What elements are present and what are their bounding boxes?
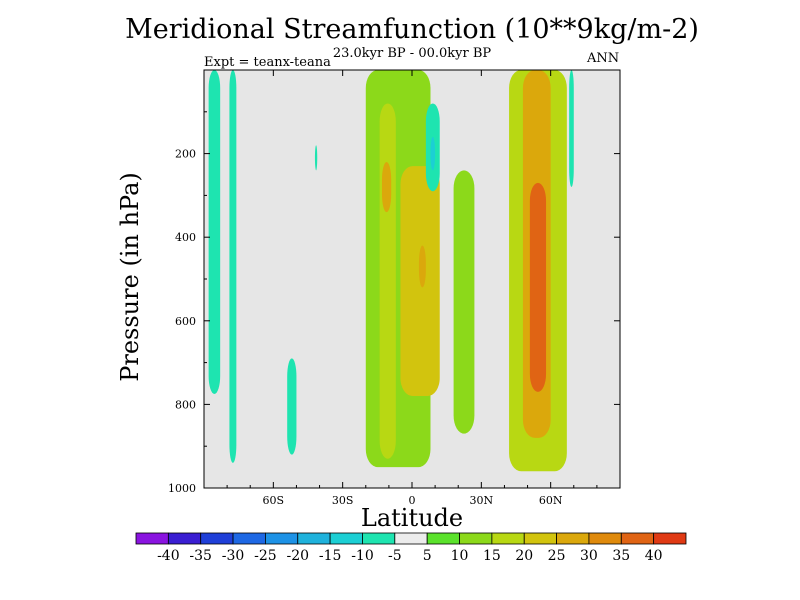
colorbar-label: 40 bbox=[645, 548, 663, 564]
y-tick-label: 400 bbox=[175, 231, 196, 244]
colorbar-swatch bbox=[394, 532, 428, 545]
contour-nh-polar-neg bbox=[569, 70, 574, 188]
colorbar-swatch bbox=[200, 532, 234, 545]
contour-sh-subtropical-core bbox=[379, 103, 396, 459]
y-tick-label: 600 bbox=[175, 315, 196, 328]
colorbar-label: 20 bbox=[515, 548, 533, 564]
colorbar-swatch bbox=[620, 532, 655, 545]
colorbar-swatch bbox=[265, 532, 299, 545]
colorbar-swatch bbox=[426, 532, 460, 545]
contour-sh-small-blob bbox=[314, 145, 318, 171]
colorbar-label: 10 bbox=[451, 548, 469, 564]
colorbar-label: -5 bbox=[388, 548, 402, 564]
colorbar-swatch bbox=[135, 532, 169, 545]
contour-tropical-max bbox=[418, 245, 426, 288]
x-tick-label: 30S bbox=[332, 494, 354, 507]
colorbar-label: 35 bbox=[612, 548, 630, 564]
colorbar-label: -25 bbox=[254, 548, 277, 564]
contour-nh-ferrel-max bbox=[529, 182, 547, 392]
colorbar-label: 5 bbox=[423, 548, 432, 564]
experiment-label: Expt = teanx-teana bbox=[204, 55, 331, 70]
colorbar-label: 25 bbox=[548, 548, 566, 564]
colorbar-label: -30 bbox=[222, 548, 245, 564]
y-tick-label: 800 bbox=[175, 398, 196, 411]
x-tick-label: 60S bbox=[263, 494, 285, 507]
colorbar-swatch bbox=[459, 532, 493, 545]
colorbar-label: -20 bbox=[286, 548, 309, 564]
colorbar-label: 15 bbox=[483, 548, 501, 564]
y-tick-label: 1000 bbox=[168, 482, 196, 495]
colorbar-swatch bbox=[232, 532, 266, 545]
colorbar: -40 -35 -30 -25 -20 -15 -10 -5 5 10 15 20 25 30 35 40 bbox=[135, 532, 687, 564]
colorbar-label: -10 bbox=[351, 548, 374, 564]
contour-nh-rising-branch bbox=[453, 170, 475, 434]
x-axis-label: Latitude bbox=[360, 504, 464, 532]
colorbar-swatch bbox=[362, 532, 396, 545]
contour-sh-polar-cell-2 bbox=[229, 70, 237, 463]
x-tick-label: 30N bbox=[470, 494, 494, 507]
colorbar-swatch bbox=[167, 532, 202, 545]
contour-equatorial-neg-core bbox=[430, 136, 436, 171]
colorbar-swatch bbox=[653, 532, 687, 545]
x-tick-label: 0 bbox=[409, 494, 416, 507]
x-axis: 60S 30S 0 30N 60N bbox=[226, 70, 598, 507]
colorbar-swatch bbox=[523, 532, 557, 545]
contour-layer bbox=[208, 70, 574, 472]
contour-sh-subtropical-max bbox=[381, 161, 392, 213]
colorbar-swatch bbox=[329, 532, 363, 545]
colorbar-label: -15 bbox=[319, 548, 342, 564]
colorbar-swatch bbox=[297, 532, 331, 545]
contour-sh-midlat-blob bbox=[287, 358, 297, 455]
chart-title: Meridional Streamfunction (10**9kg/m-2) bbox=[125, 14, 699, 45]
season-label: ANN bbox=[587, 51, 620, 66]
contour-sh-polar-cell bbox=[208, 70, 221, 394]
colorbar-label: -40 bbox=[157, 548, 180, 564]
x-tick-label: 60N bbox=[539, 494, 563, 507]
colorbar-label: 30 bbox=[580, 548, 598, 564]
colorbar-swatch bbox=[491, 532, 525, 545]
colorbar-swatch bbox=[556, 532, 590, 545]
y-axis: 200 400 600 800 1000 bbox=[168, 111, 620, 495]
chart-subtitle: 23.0kyr BP - 00.0kyr BP bbox=[332, 46, 492, 61]
y-tick-label: 200 bbox=[175, 148, 196, 161]
colorbar-swatch bbox=[588, 532, 622, 545]
colorbar-label: -35 bbox=[189, 548, 212, 564]
